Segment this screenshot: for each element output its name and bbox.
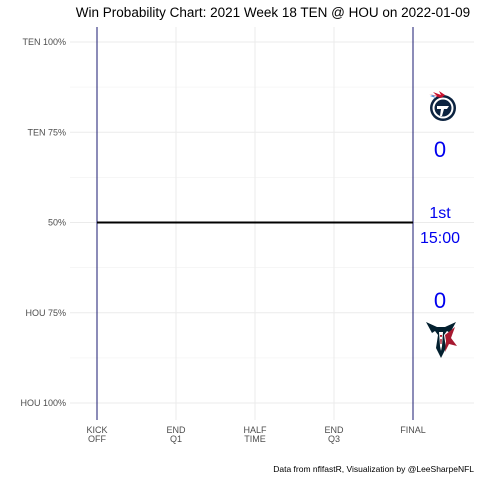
y-tick-label: HOU 75%: [25, 308, 66, 318]
x-tick-label: FINAL: [400, 425, 426, 435]
y-tick-label: TEN 100%: [22, 37, 66, 47]
x-tick-label: KICK OFF: [86, 425, 107, 444]
x-tick-label: END Q3: [324, 425, 344, 444]
x-axis-tick-labels: KICK OFF END Q1 HALF TIME END Q3 FINAL: [86, 425, 425, 444]
home-score: 0: [434, 288, 446, 313]
x-tick-label: END Q1: [166, 425, 186, 444]
y-tick-label: TEN 75%: [27, 127, 66, 137]
away-score: 0: [434, 137, 446, 162]
game-clock: 15:00: [420, 230, 460, 247]
y-tick-label: HOU 100%: [20, 398, 66, 408]
x-tick-label: HALF TIME: [243, 425, 267, 444]
chart-caption: Data from nflfastR, Visualization by @Le…: [273, 464, 474, 474]
quarter-label: 1st: [429, 205, 451, 222]
y-tick-label: 50%: [48, 218, 66, 228]
texans-logo: [426, 322, 457, 358]
titans-logo: [429, 91, 456, 121]
chart-title: Win Probability Chart: 2021 Week 18 TEN …: [76, 5, 470, 20]
minor-gridlines: [70, 86, 474, 359]
y-axis-tick-labels: TEN 100% TEN 75% 50% HOU 75% HOU 100%: [20, 37, 66, 408]
